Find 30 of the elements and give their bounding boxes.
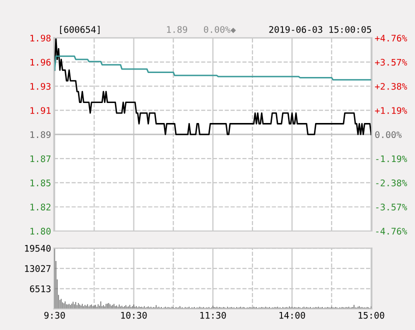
y-tick-label: 19540 bbox=[25, 244, 51, 252]
y2-tick-label: -1.19% bbox=[376, 155, 408, 162]
y2-tick-label: -3.57% bbox=[376, 204, 408, 210]
x-tick-label: 10:30 bbox=[121, 312, 147, 319]
y-tick-label: 1.89 bbox=[30, 131, 51, 138]
y-tick-label: 1.80 bbox=[30, 228, 51, 235]
y2-tick-label: +1.19% bbox=[375, 107, 408, 114]
y2-tick-label: -4.76% bbox=[376, 228, 408, 235]
x-tick-label: 11:30 bbox=[200, 312, 226, 319]
y-tick-label: 1.91 bbox=[30, 107, 51, 114]
y-tick-label: 1.85 bbox=[30, 179, 50, 186]
y-tick-label: 1.98 bbox=[30, 34, 51, 42]
y-tick-label: 13027 bbox=[25, 265, 50, 272]
text: 1.89 bbox=[167, 26, 188, 33]
x-tick-label: 14:00 bbox=[280, 312, 306, 319]
y-tick-label: 6513 bbox=[30, 285, 50, 292]
y2-tick-label: +3.57% bbox=[375, 58, 408, 66]
text: [600654] bbox=[60, 26, 100, 34]
text: 2019-06-03 15:00:05 bbox=[269, 26, 372, 33]
y-tick-label: 1.82 bbox=[30, 204, 50, 210]
y2-tick-label: -2.38% bbox=[376, 179, 408, 186]
y2-tick-label: 0.00% bbox=[375, 131, 402, 138]
text: 0.00%◆ bbox=[204, 26, 236, 34]
y2-tick-label: +2.38% bbox=[375, 82, 408, 90]
y-tick-label: 1.96 bbox=[30, 58, 51, 66]
y-tick-label: 1.93 bbox=[30, 82, 50, 90]
x-tick-label: 15:00 bbox=[358, 312, 384, 319]
y2-tick-label: +4.76% bbox=[375, 34, 408, 42]
x-tick-label: 9:30 bbox=[44, 312, 65, 319]
y-tick-label: 1.87 bbox=[30, 155, 50, 162]
